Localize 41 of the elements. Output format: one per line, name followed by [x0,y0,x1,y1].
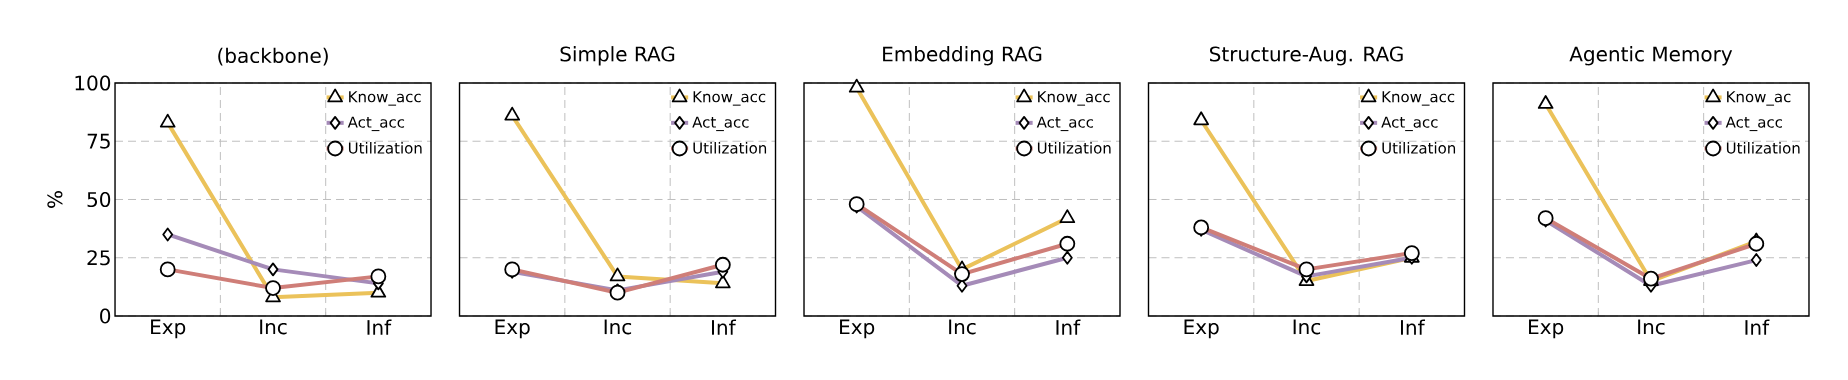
chart-title: Agentic Memory [1569,46,1733,66]
legend-label: Know_ac [1727,91,1791,106]
x-tick-label: Exp [1529,319,1564,339]
legend-label: Act_acc [1381,116,1438,132]
legend-label: Act_acc [692,116,749,132]
y-tick-label: 25 [87,250,110,266]
chart-title: (backbone) [218,47,328,66]
legend-label: Utilization [1726,142,1800,154]
x-tick-label: Exp [151,319,186,339]
legend-label: Know_acc [1382,91,1455,106]
y-tick-label: 0 [100,308,111,324]
legend-label: Utilization [1037,142,1111,154]
x-tick-label: Inc [604,319,632,335]
x-tick-label: Inf [1745,319,1770,335]
legend-label: Act_acc [1036,116,1094,132]
legend-label: Utilization [1382,142,1456,154]
x-tick-label: Inc [260,319,287,335]
legend-label: Utilization [693,142,767,154]
legend-label: Utilization [348,142,422,154]
y-tick-label: 50 [87,191,111,208]
x-tick-label: Inf [1056,319,1081,335]
x-tick-label: Inf [367,319,392,335]
legend-label: Know_acc [349,91,421,106]
x-tick-label: Inf [712,319,737,335]
chart-title: Structure-Aug. RAG [1210,46,1403,66]
x-tick-label: Exp [1184,319,1219,339]
x-tick-label: Inf [1400,319,1426,335]
chart-title: Embedding RAG [883,46,1042,66]
x-tick-label: Exp [840,319,875,339]
y-tick-label: 100 [75,75,111,91]
x-tick-label: Exp [495,319,530,339]
legend-label: Act_acc [347,116,405,132]
legend-label: Act_acc [1725,116,1783,132]
chart-title: Simple RAG [560,46,675,66]
x-tick-label: Inc [1638,319,1665,335]
legend-label: Know_acc [693,91,766,106]
y-axis-title: % [47,191,63,208]
y-tick-label: 75 [87,133,110,149]
x-tick-label: Inc [1293,319,1321,335]
legend-label: Know_acc [1038,91,1110,106]
x-tick-label: Inc [949,319,976,335]
